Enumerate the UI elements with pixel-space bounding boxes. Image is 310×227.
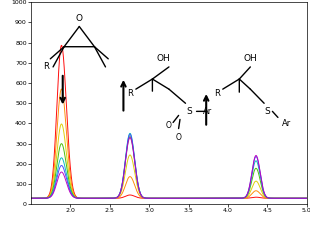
Text: O: O [176, 133, 182, 142]
Text: R: R [43, 62, 49, 72]
Text: OH: OH [157, 54, 170, 63]
Text: R: R [214, 89, 220, 98]
Text: R: R [127, 89, 133, 98]
Text: O: O [76, 14, 83, 23]
Text: OH: OH [243, 54, 257, 63]
Text: S: S [265, 107, 271, 116]
Text: S: S [187, 107, 193, 116]
Text: O: O [166, 121, 172, 130]
Text: Ar: Ar [203, 107, 212, 116]
Text: Ar: Ar [281, 119, 291, 128]
